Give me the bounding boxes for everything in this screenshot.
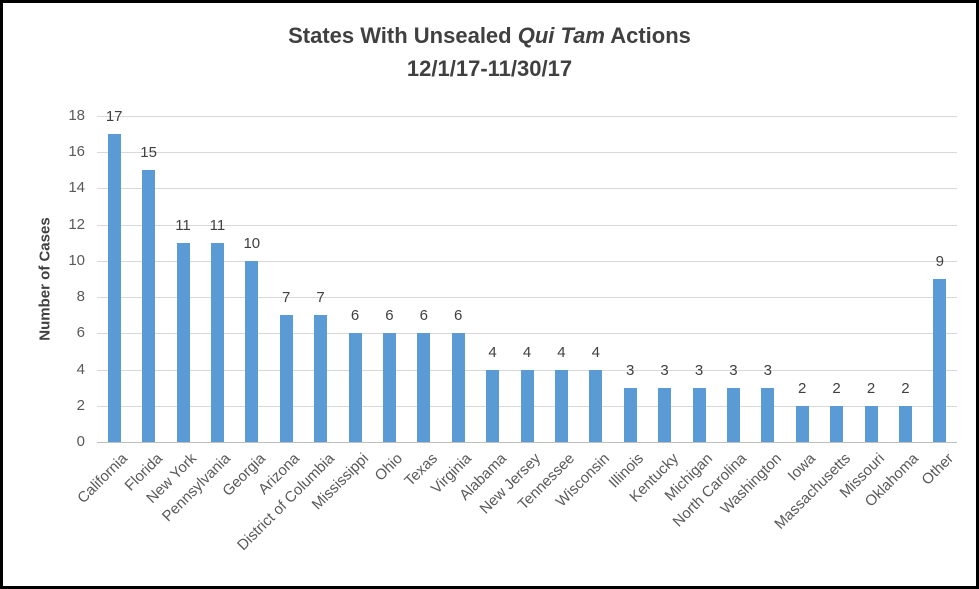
bar <box>692 387 706 442</box>
plot-area: 0 2 4 6 8 10 12 14 16 18 17 California 15 Florida 11 Ne… <box>3 3 976 586</box>
bar <box>658 387 672 442</box>
bar <box>417 333 431 442</box>
bar <box>142 170 156 442</box>
bar-value-label: 4 <box>522 343 532 361</box>
bar <box>176 242 190 442</box>
chart-title: States With Unsealed Qui Tam Actions 12/… <box>3 19 976 85</box>
gridline <box>97 297 957 299</box>
bar-value-label: 6 <box>419 307 428 325</box>
bar-value-label: 11 <box>209 216 226 234</box>
x-axis-category-label: Other <box>918 450 957 489</box>
bar <box>382 333 396 442</box>
chart-title-suffix: Actions <box>604 23 691 48</box>
bar-value-label: 3 <box>729 361 738 379</box>
bar <box>864 405 878 442</box>
bar-value-label: 4 <box>591 343 600 361</box>
bar-value-label: 3 <box>694 361 704 379</box>
y-axis-tick-label: 10 <box>68 251 85 269</box>
bar <box>726 387 740 442</box>
bar <box>245 260 259 442</box>
y-axis-tick-label: 8 <box>76 288 85 306</box>
gridline <box>97 260 957 262</box>
bar-value-label: 10 <box>243 234 261 252</box>
bar-value-label: 6 <box>385 307 394 325</box>
bar-value-label: 7 <box>316 289 325 307</box>
chart-subtitle: 12/1/17-11/30/17 <box>406 56 573 81</box>
bar <box>589 369 603 442</box>
x-axis-category-label: California <box>74 450 132 507</box>
gridline <box>97 224 957 226</box>
bar <box>520 369 534 442</box>
bar <box>486 369 500 442</box>
bar-value-label: 3 <box>763 361 772 379</box>
bar <box>348 333 362 442</box>
bar <box>314 315 328 442</box>
bar <box>107 134 121 442</box>
y-axis-tick-label: 4 <box>76 360 85 378</box>
chart-title-prefix: States With Unsealed <box>288 23 518 48</box>
bar <box>795 405 809 442</box>
bar <box>898 405 912 442</box>
bar <box>933 279 947 442</box>
bar <box>830 405 844 442</box>
gridline <box>97 333 957 335</box>
bar-value-label: 11 <box>175 216 191 234</box>
bar-value-label: 6 <box>350 307 360 325</box>
x-axis-category-label: Ohio <box>371 450 407 485</box>
bar-value-label: 6 <box>454 307 463 325</box>
bar-value-label: 7 <box>282 289 291 307</box>
bar-value-label: 4 <box>488 343 497 361</box>
chart-title-italic: Qui Tam <box>517 23 605 48</box>
y-axis-tick-label: 6 <box>76 324 85 342</box>
y-axis-tick-label: 2 <box>76 396 85 414</box>
bar <box>279 315 293 442</box>
bar <box>210 242 224 442</box>
bar-value-label: 9 <box>935 253 944 270</box>
x-axis-line <box>97 442 957 443</box>
y-axis-tick-label: 18 <box>68 107 85 124</box>
bar <box>554 369 568 442</box>
y-axis-tick-label: 0 <box>76 433 85 450</box>
bar-value-label: 2 <box>798 379 807 397</box>
gridline <box>97 152 957 154</box>
bar-value-label: 2 <box>866 379 876 397</box>
y-axis-tick-label: 14 <box>68 179 85 197</box>
bar <box>623 387 637 442</box>
y-axis-tick-label: 16 <box>68 143 85 161</box>
chart-title-line1: States With Unsealed Qui Tam Actions <box>3 19 976 52</box>
bar-value-label: 17 <box>105 108 123 126</box>
bar-value-label: 4 <box>557 343 566 361</box>
bar-value-label: 2 <box>901 379 910 397</box>
bar-value-label: 3 <box>660 361 669 379</box>
bar-value-label: 2 <box>832 379 841 397</box>
bar-value-label: 15 <box>140 144 157 162</box>
y-axis-tick-label: 12 <box>68 215 85 233</box>
bar <box>451 333 465 442</box>
gridline <box>97 116 957 117</box>
bar <box>761 387 775 442</box>
gridline <box>97 188 957 190</box>
bar-value-label: 3 <box>626 361 635 379</box>
